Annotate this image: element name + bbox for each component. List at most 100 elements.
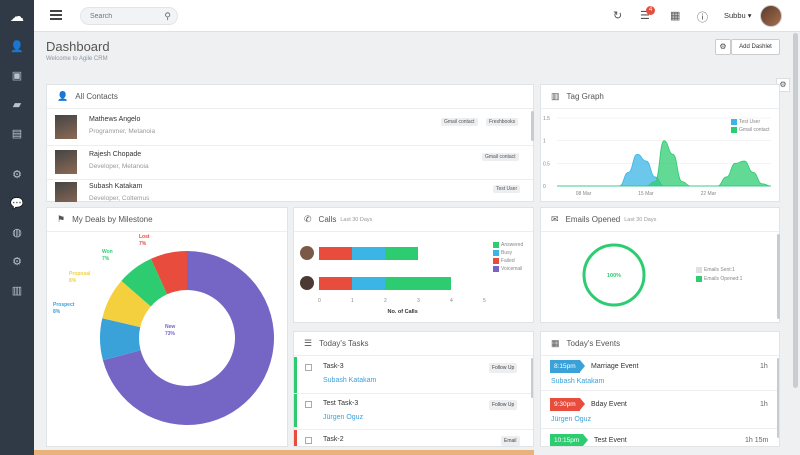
contact-row[interactable]: Mathews Angelo Programmer, Metanoia Gmai… (55, 113, 525, 143)
contact-row[interactable]: Subash Katakam Developer, Coltemus Test … (55, 180, 525, 202)
x-tick-label: 0 (318, 298, 321, 304)
event-name[interactable]: Bday Event (591, 401, 627, 408)
emails-panel: ✉ Emails Opened Last 30 Days 100% Emails… (540, 207, 780, 323)
series-area-gmail-contact (556, 140, 772, 187)
notifications-icon[interactable]: ☰ (640, 10, 650, 22)
slice-label: Lost (139, 234, 150, 240)
user-avatar (300, 246, 314, 260)
event-name[interactable]: Marriage Event (591, 363, 639, 370)
settings-icon[interactable]: ⚙ (12, 256, 22, 268)
task-name[interactable]: Task-3 (323, 363, 344, 370)
user-avatar (300, 276, 314, 290)
x-tick-label: 5 (483, 298, 486, 304)
event-contact[interactable]: Subash Katakam (551, 378, 605, 385)
slice-label: New (165, 324, 175, 330)
task-name[interactable]: Task-2 (323, 436, 344, 443)
deals-header: ⚑ My Deals by Milestone (47, 208, 287, 232)
event-time: 10:15pm (550, 434, 589, 446)
x-tick-label: 4 (450, 298, 453, 304)
menu-icon[interactable] (50, 10, 62, 20)
event-contact[interactable]: Jürgen Oguz (551, 416, 592, 423)
bar-failed (319, 277, 352, 290)
user-icon: 👤 (57, 91, 69, 101)
slice-new (102, 251, 274, 425)
event-name[interactable]: Test Event (594, 437, 627, 444)
bar-busy (352, 277, 385, 290)
bar-answered (385, 277, 451, 290)
reports-icon[interactable]: ▥ (11, 285, 23, 297)
contacts-scrollbar[interactable] (531, 111, 534, 141)
add-dashlet-button[interactable]: Add Dashlet (731, 39, 780, 55)
globe-icon[interactable]: ◍ (12, 227, 22, 239)
emails-header: ✉ Emails Opened Last 30 Days (541, 208, 779, 232)
legend-label: Voicemail (501, 266, 523, 272)
contact-tag[interactable]: Freshbooks (486, 118, 519, 126)
legend-item: Test User (731, 119, 760, 125)
org-icon[interactable]: ⚙ (12, 169, 22, 181)
task-checkbox[interactable] (305, 437, 312, 444)
contact-tag[interactable]: Test User (493, 185, 521, 193)
search-input[interactable] (90, 12, 162, 20)
contact-tag[interactable]: Gmail contact (441, 118, 478, 126)
search-box[interactable]: ⚲ (80, 7, 178, 25)
refresh-icon[interactable]: ↻ (613, 10, 623, 22)
task-checkbox[interactable] (305, 364, 312, 371)
sidebar: ☁ 👤 ▣ ▰ ▤ ⚙ 💬 ◍ ⚙ ▥ (0, 0, 34, 455)
contact-name[interactable]: Subash Katakam (89, 183, 143, 190)
legend-label: Test User (739, 119, 761, 125)
task-name[interactable]: Test Task-3 (323, 400, 359, 407)
flag-icon: ⚑ (57, 214, 66, 224)
legend-label: Emails Sent:1 (704, 267, 735, 273)
help-icon[interactable]: ⓘ (697, 12, 708, 24)
user-menu[interactable]: Subbu ▾ (724, 11, 752, 20)
legend-item: Emails Opened:1 (696, 276, 742, 282)
folder-icon[interactable]: ▰ (12, 99, 22, 111)
cloud-icon[interactable]: ☁ (10, 7, 24, 24)
emails-scrollbar[interactable] (777, 234, 780, 319)
slice-proposal (102, 280, 151, 328)
contact-photo[interactable] (55, 150, 77, 174)
contact-tag[interactable]: Gmail contact (482, 153, 519, 161)
tasks-scrollbar[interactable] (531, 358, 533, 398)
legend-item: Emails Sent:1 (696, 267, 735, 273)
legend-item: Voicemail (493, 266, 522, 272)
contacts-icon[interactable]: 👤 (10, 41, 24, 53)
calls-bar-chart: 0 1 2 3 4 5 No. of Calls (300, 246, 486, 315)
contact-name[interactable]: Mathews Angelo (89, 116, 141, 123)
document-icon[interactable]: ▤ (11, 128, 23, 140)
divider (47, 145, 533, 146)
legend-item: Failed (493, 258, 515, 264)
emails-ring (582, 243, 646, 307)
divider (47, 179, 533, 180)
contacts-header: 👤 All Contacts (47, 85, 533, 109)
task-label: Follow Up (489, 400, 518, 410)
contact-photo[interactable] (55, 115, 77, 139)
page-subtitle: Welcome to Agile CRM (46, 56, 108, 62)
slice-value: 8% (53, 309, 61, 315)
contact-name[interactable]: Rajesh Chopade (89, 151, 142, 158)
tasks-header: ☰ Today's Tasks (294, 332, 533, 356)
y-tick-label: 1.5 (543, 116, 550, 122)
legend-swatch (731, 119, 737, 125)
emails-title: Emails Opened (565, 215, 621, 224)
chat-icon[interactable]: 💬 (10, 198, 24, 210)
deals-icon[interactable]: ▣ (11, 70, 23, 82)
emails-center-label: 100% (607, 273, 621, 279)
task-contact[interactable]: Jürgen Oguz (323, 414, 364, 421)
gear-icon[interactable]: ⚙ (715, 39, 731, 55)
avatar[interactable] (760, 5, 782, 27)
legend-swatch (493, 258, 499, 264)
y-tick-label: 1 (543, 139, 546, 145)
events-scrollbar[interactable] (777, 358, 779, 438)
contact-photo[interactable] (55, 182, 77, 202)
calendar-icon[interactable]: ▦ (670, 10, 681, 22)
x-tick-label: 08 Mar (576, 191, 592, 197)
search-icon[interactable]: ⚲ (164, 11, 171, 21)
task-contact[interactable]: Subash Katakam (323, 377, 377, 384)
calendar-icon: ▦ (551, 338, 560, 348)
contact-row[interactable]: Rajesh Chopade Developer, Metanoia Gmail… (55, 148, 525, 178)
page-scrollbar[interactable] (793, 33, 798, 388)
slice-label: Prospect (53, 302, 75, 308)
task-checkbox[interactable] (305, 401, 312, 408)
